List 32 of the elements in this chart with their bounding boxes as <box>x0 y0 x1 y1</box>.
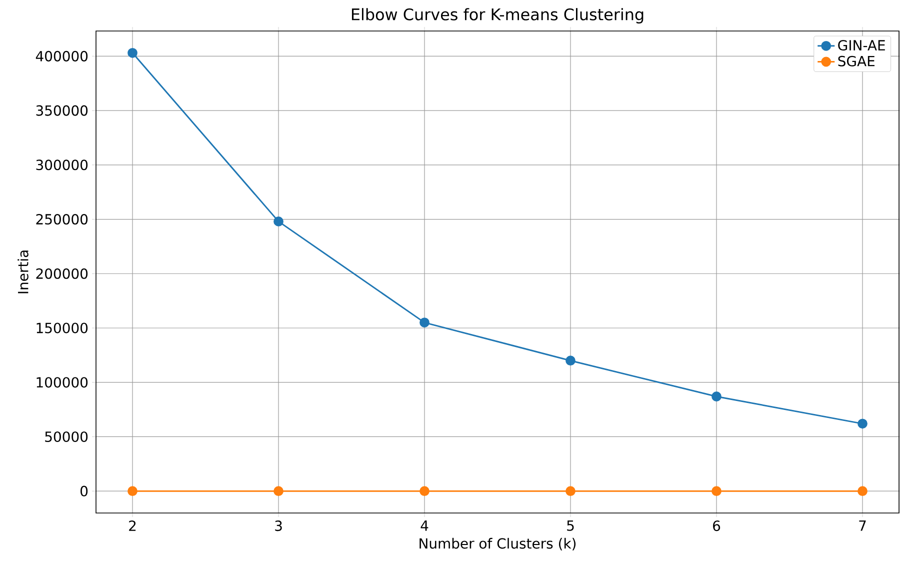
y-tick-label: 50000 <box>45 431 88 442</box>
point <box>420 318 430 328</box>
y-tick-label: 350000 <box>36 105 88 116</box>
x-tick-label: 6 <box>713 520 720 532</box>
point <box>420 486 430 496</box>
x-tick-label: 4 <box>420 520 428 531</box>
x-tick-label: 3 <box>275 520 282 532</box>
y-tick-label: 150000 <box>36 322 88 334</box>
point <box>128 486 138 496</box>
y-tick-label: 200000 <box>36 268 88 279</box>
point <box>566 486 576 496</box>
point <box>566 356 576 366</box>
point <box>274 486 284 496</box>
legend-label: GIN-AE <box>838 40 885 51</box>
y-tick-label: 400000 <box>36 50 88 62</box>
y-tick-label: 300000 <box>36 160 88 170</box>
x-tick-label: 5 <box>567 520 574 531</box>
y-tick-label: 0 <box>80 486 88 496</box>
point <box>712 392 722 402</box>
y-tick-label: 250000 <box>36 214 88 225</box>
x-tick-label: 2 <box>129 520 136 531</box>
y-tick-label: 100000 <box>36 377 88 388</box>
x-tick-label: 7 <box>859 520 866 531</box>
x-axis-title: Number of Clusters (k) <box>420 538 576 550</box>
point <box>858 486 868 496</box>
chart-title: Elbow Curves for K-means Clustering <box>352 8 644 24</box>
point <box>712 486 722 496</box>
point <box>274 216 284 226</box>
legend-label: SGAE <box>838 56 874 66</box>
point <box>858 418 868 429</box>
point <box>128 48 138 58</box>
y-axis-title: Inertia <box>18 250 28 294</box>
